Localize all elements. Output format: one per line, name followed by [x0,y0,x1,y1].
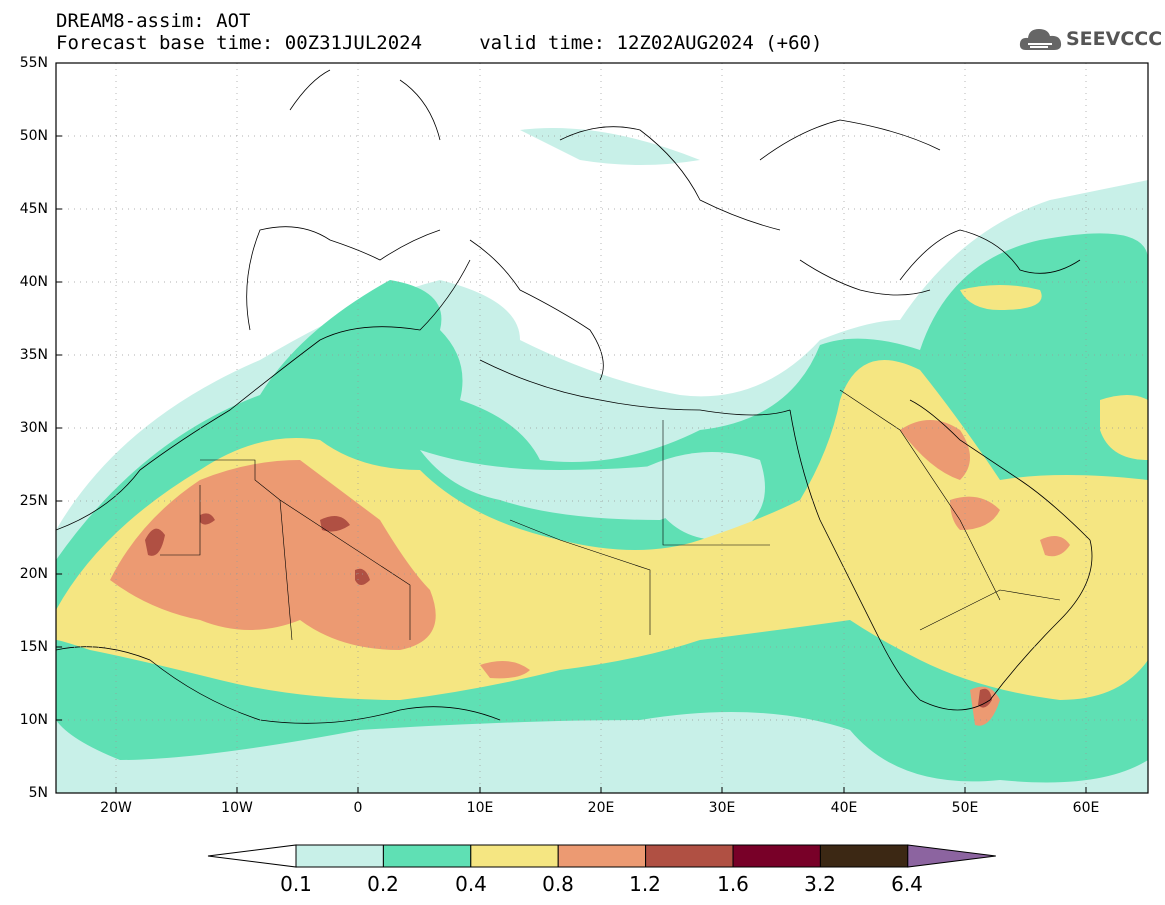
lon-label: 40E [830,800,858,816]
logo-text: SEEVCCC [1066,28,1163,50]
colorbar-label: 3.2 [804,872,836,896]
lat-label: 50N [19,128,48,144]
lon-label: 60E [1072,800,1100,816]
colorbar-label: 1.6 [717,872,749,896]
lon-label: 20E [587,800,615,816]
lat-label: 5N [28,785,48,801]
colorbar-label: 1.2 [629,872,661,896]
lon-label: 50E [951,800,979,816]
cloud-icon [1019,29,1062,50]
lon-label: 30E [708,800,736,816]
seevccc-logo: SEEVCCC [1018,24,1162,58]
colorbar-label: 0.1 [280,872,312,896]
title-line-2: Forecast base time: 00Z31JUL2024 valid t… [56,32,823,54]
graticule [56,63,1148,793]
lat-label: 40N [19,274,48,290]
lon-label: 20W [100,800,132,816]
lat-label: 30N [19,420,48,436]
lat-label: 15N [19,639,48,655]
lat-label: 55N [19,55,48,71]
lat-label: 35N [19,347,48,363]
colorbar-label: 0.2 [367,872,399,896]
aot-layer-1-2 [145,528,165,556]
coastlines [56,69,1093,724]
lat-label: 45N [19,201,48,217]
lon-label: 10W [221,800,253,816]
colorbar-label: 6.4 [891,872,923,896]
aot-layer-0-8 [110,460,436,650]
lon-label: 10E [466,800,494,816]
lat-label: 10N [19,712,48,728]
colorbar-label: 0.4 [455,872,487,896]
lat-label: 20N [19,566,48,582]
colorbar-label: 0.8 [542,872,574,896]
lat-label: 25N [19,493,48,509]
lon-label: 0 [353,800,363,816]
title-line-1: DREAM8-assim: AOT [56,10,251,32]
